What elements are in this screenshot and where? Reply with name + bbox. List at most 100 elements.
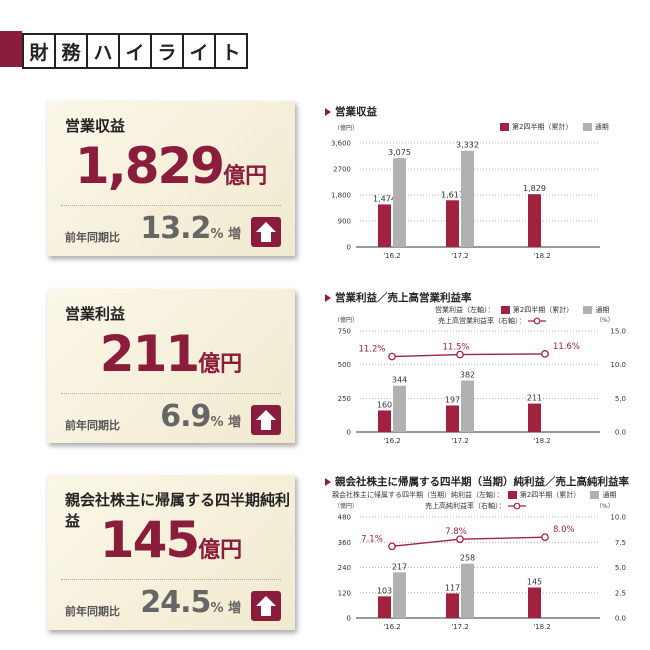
ratio-label: 8.0% [553,525,575,535]
header-char: ハ [88,33,120,69]
y2-tick-label: 0.0 [615,429,626,437]
bar-q2 [528,403,541,432]
bar-value-label: 197 [445,395,460,404]
x-tick-label: '17.2 [451,623,469,631]
yoy-value: 24.5% 増 [140,585,241,620]
bar-value-label: 3,075 [388,148,411,157]
arrow-up-icon [251,591,281,621]
ratio-label: 11.6% [553,342,580,352]
y-tick-label: 480 [338,514,351,522]
ratio-label: 11.5% [442,343,469,353]
legend-swatch-full [583,306,593,314]
y-tick-label: 3,600 [331,140,351,148]
legend-swatch-full [582,123,592,131]
y2-tick-label: 0.0 [615,615,626,623]
chart-legend-line: 売上高純利益率（右軸）： [425,501,526,511]
yoy-suffix: % 増 [210,415,241,430]
yoy-value: 6.9% 増 [160,399,241,434]
bar-full-year [461,150,474,247]
legend-left-axis: 親会社株主に帰属する四半期（当期）純利益（左軸）： [332,491,504,499]
yoy-label: 前年同期比 [65,605,120,618]
yoy-label: 前年同期比 [65,419,120,432]
header-char: イ [120,33,152,69]
chart-net-income: 親会社株主に帰属する四半期（当期）純利益／売上高純利益率 親会社株主に帰属する四… [320,474,642,634]
chart-svg: （億円） （%） 0 120 240 360 480 0.0 2.5 5.0 7.5 10.0 10… [334,502,626,631]
ratio-point [456,535,464,544]
y-tick-label: 240 [338,564,351,572]
legend-line-marker [507,502,526,510]
bar-value-label: 145 [527,577,542,586]
card-value: 211億円 [47,325,295,383]
y-tick-label: 360 [338,539,351,547]
unit-label: （億円） [334,502,358,510]
y2-tick-label: 5.0 [615,564,626,572]
legend-swatch-full [590,491,600,499]
x-tick-label: '16.2 [383,252,401,260]
ratio-line [391,353,546,358]
bar-value-label: 211 [527,394,542,403]
bar-q2 [446,405,459,432]
header-accent-bar [0,31,22,67]
card-divider [61,393,281,394]
bar-value-label: 1,617 [441,190,464,199]
legend-full: 通期 [594,123,609,131]
header-char: 財 [22,33,56,69]
arrow-up-icon [251,405,281,435]
bar-q2 [528,194,541,247]
bar-value-label: 217 [392,562,407,571]
yoy-suffix: % 増 [210,601,241,616]
y-tick-label: 500 [338,361,351,369]
unit-label: （億円） [334,124,358,132]
bar-value-label: 103 [377,586,392,595]
bar-q2 [446,200,459,247]
bar-value-label: 117 [445,583,460,592]
bar-q2 [378,410,391,432]
card-title: 親会社株主に帰属する四半期純利益 [65,491,291,530]
bar-value-label: 3,332 [456,141,479,150]
yoy-percent: 13.2 [140,211,211,246]
bar-full-year [461,563,474,618]
chart-legend: 親会社株主に帰属する四半期（当期）純利益（左軸）： 第2四半期（累計） 通期 [332,490,616,500]
y-tick-label: 750 [338,328,351,336]
unit-label: （億円） [334,316,358,324]
unit-label-right: （%） [596,503,614,510]
ratio-point [541,533,549,542]
y-tick-label: 0 [347,615,351,623]
value-unit: 億円 [198,538,243,563]
bar-value-label: 1,474 [373,194,396,203]
y2-tick-label: 10.0 [610,361,626,369]
legend-full: 通期 [595,306,610,314]
y-tick-label: 250 [338,395,351,403]
yoy-percent: 24.5 [140,585,211,620]
chart-title: 営業利益／売上高営業利益率 [325,290,472,305]
section-header: 財 務 ハ イ ラ イ ト [0,31,248,69]
ratio-point [456,350,464,359]
legend-swatch-q2 [507,491,517,499]
card-value: 1,829億円 [47,137,295,195]
x-tick-label: '16.2 [383,437,401,445]
bar-q2 [528,587,541,618]
legend-full: 通期 [602,491,617,499]
yoy-suffix: % 増 [210,227,241,242]
y-tick-label: 0 [347,429,351,437]
y2-tick-label: 7.5 [615,539,626,547]
chart-svg: （億円） （%） 0 250 500 750 0.0 5.0 10.0 15.0 160 344 '… [334,316,626,445]
y-tick-label: 900 [338,218,351,226]
chart-legend-line: 売上高営業利益率（右軸）： [438,316,546,326]
legend-q2: 第2四半期（累計） [519,491,581,499]
header-char: ト [216,33,248,69]
bar-value-label: 382 [460,371,475,380]
y2-tick-label: 10.0 [610,514,626,522]
bar-full-year [461,380,474,432]
ratio-label: 11.2% [358,345,385,355]
y-tick-label: 120 [338,589,351,597]
y-tick-label: 2700 [333,166,351,174]
chart-legend: 営業利益（左軸）： 第2四半期（累計） 通期 [435,305,609,315]
value-unit: 億円 [223,164,268,189]
yoy-label: 前年同期比 [65,231,120,244]
chart-title: 親会社株主に帰属する四半期（当期）純利益／売上高純利益率 [325,474,629,489]
legend-swatch-q2 [500,306,510,314]
header-char: イ [184,33,216,69]
legend-left-axis: 営業利益（左軸）： [435,306,495,314]
value-number: 211 [99,325,200,383]
